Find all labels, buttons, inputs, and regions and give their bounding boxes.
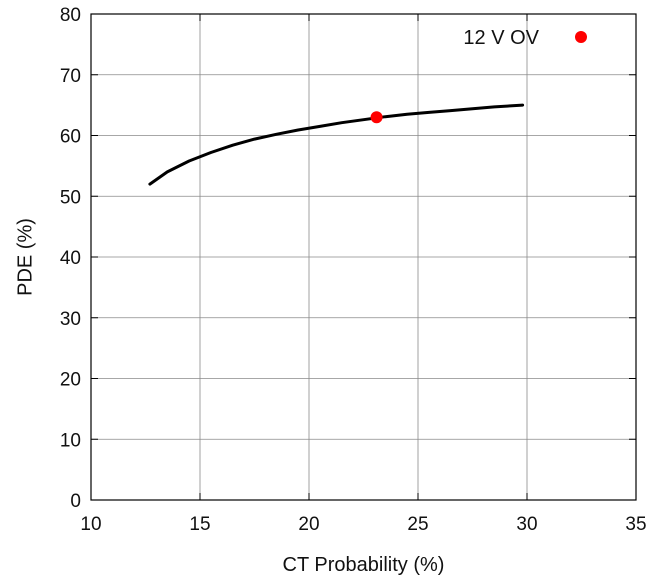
x-axis-title: CT Probability (%) [283,554,445,576]
y-tick-label: 50 [60,187,81,208]
x-tick-label: 15 [189,514,210,535]
y-tick-label: 20 [60,370,81,391]
y-tick-label: 30 [60,309,81,330]
y-tick-label: 70 [60,66,81,87]
x-tick-label: 30 [516,514,537,535]
y-axis-title: PDE (%) [14,218,36,296]
legend-label: 12 V OV [463,27,539,49]
legend-marker [575,31,587,43]
x-tick-label: 10 [80,514,101,535]
y-tick-label: 80 [60,5,81,26]
grid [91,14,636,500]
y-tick-label: 60 [60,127,81,148]
scatter-point [370,111,383,124]
y-tick-label: 10 [60,430,81,451]
series-layer [148,103,525,186]
y-tick-label: 40 [60,248,81,269]
y-axis-ticks: 0 10 20 30 40 50 60 70 80 [60,5,636,512]
y-tick-label: 0 [70,491,81,512]
x-tick-label: 20 [298,514,319,535]
x-axis-ticks: 10 15 20 25 30 35 [80,14,647,535]
x-tick-label: 25 [407,514,428,535]
legend: 12 V OV [463,27,587,49]
curve-line [148,103,525,186]
x-tick-label: 35 [625,514,646,535]
